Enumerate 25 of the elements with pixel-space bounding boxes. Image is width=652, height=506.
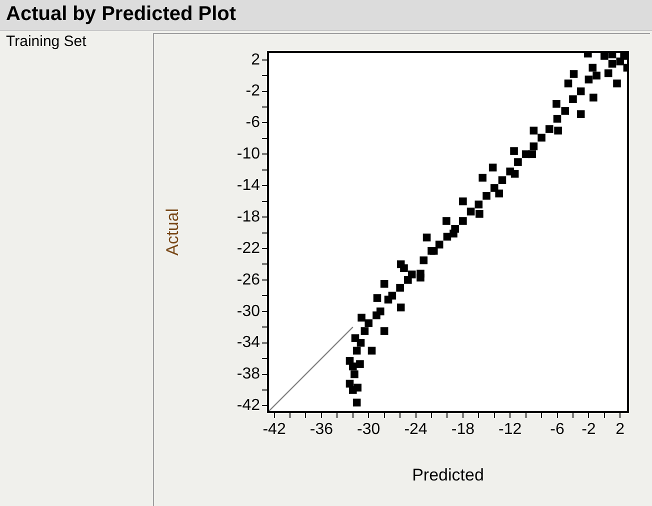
y-tick-label: -42 [236,397,260,414]
y-tick-label: -38 [236,366,260,383]
x-tick-label: -36 [310,421,334,438]
y-tick-label: -22 [236,240,260,257]
x-tick-label: -2 [582,421,596,438]
text: Training Set [6,33,86,50]
x-tick-label: -18 [451,421,475,438]
chart-title: Actual by Predicted Plot [6,3,236,26]
y-tick-label: -2 [246,82,260,100]
x-tick-label: -24 [404,421,428,438]
x-tick-label: -30 [357,421,380,438]
y-tick-label: -6 [246,114,260,132]
y-tick-label: -34 [236,334,260,352]
y-tick-label: -18 [236,208,260,226]
x-tick-label: -42 [262,421,286,438]
y-tick-label: -26 [236,271,260,288]
y-tick-label: 2 [251,51,260,68]
x-tick-label: 2 [616,421,625,438]
y-tick-label: -10 [236,146,260,163]
y-axis-title: Actual [162,208,182,256]
y-tick-label: -30 [236,302,260,320]
x-tick-label: -6 [550,421,564,438]
y-tick-label: -14 [236,177,260,194]
x-tick-label: -12 [498,421,522,438]
x-axis-title: Predicted [412,465,484,484]
